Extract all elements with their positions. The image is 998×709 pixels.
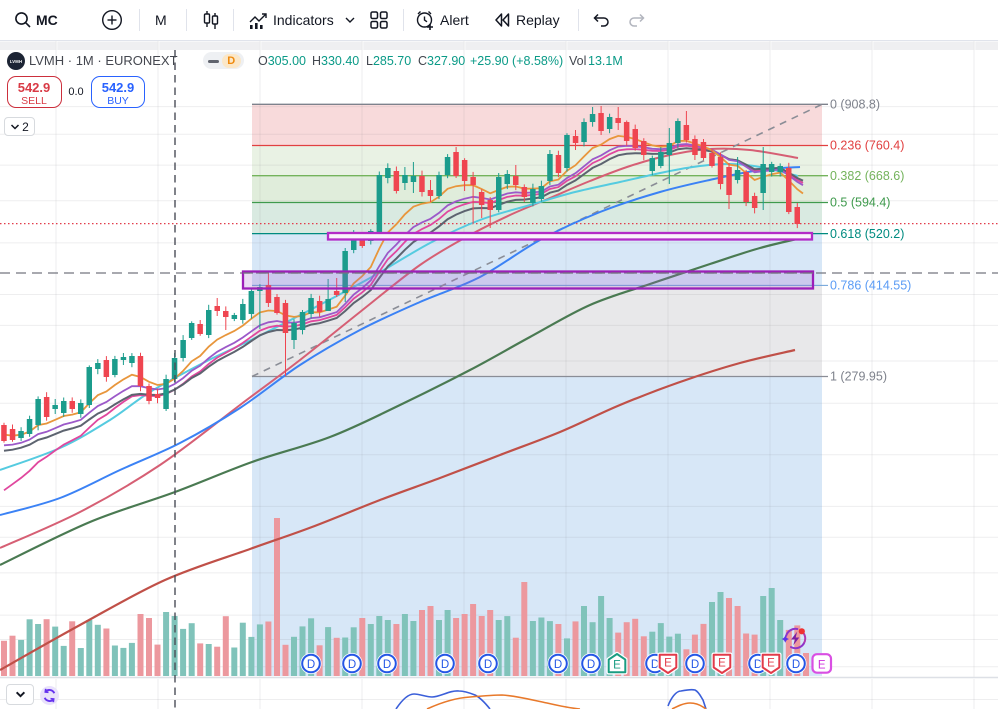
svg-text:0.618 (520.2): 0.618 (520.2) [830,227,904,241]
svg-text:D: D [441,659,449,671]
svg-text:D: D [554,659,562,671]
svg-text:D: D [691,659,699,671]
svg-text:0.382 (668.6): 0.382 (668.6) [830,169,904,183]
svg-text:0.236 (760.4): 0.236 (760.4) [830,139,904,153]
svg-text:D: D [587,659,595,671]
svg-text:0 (908.8): 0 (908.8) [830,98,880,112]
svg-text:0.786 (414.55): 0.786 (414.55) [830,279,911,293]
svg-text:D: D [651,659,659,671]
svg-text:D: D [383,659,391,671]
svg-text:1 (279.95): 1 (279.95) [830,370,887,384]
svg-text:E: E [613,660,621,672]
svg-text:E: E [664,658,672,670]
svg-text:D: D [484,659,492,671]
svg-text:D: D [792,659,800,671]
svg-text:E: E [818,659,826,671]
svg-text:D: D [754,659,762,671]
svg-text:D: D [307,659,315,671]
svg-text:E: E [767,658,775,670]
svg-text:E: E [718,658,726,670]
svg-text:0.5 (594.4): 0.5 (594.4) [830,196,890,210]
svg-text:D: D [348,659,356,671]
